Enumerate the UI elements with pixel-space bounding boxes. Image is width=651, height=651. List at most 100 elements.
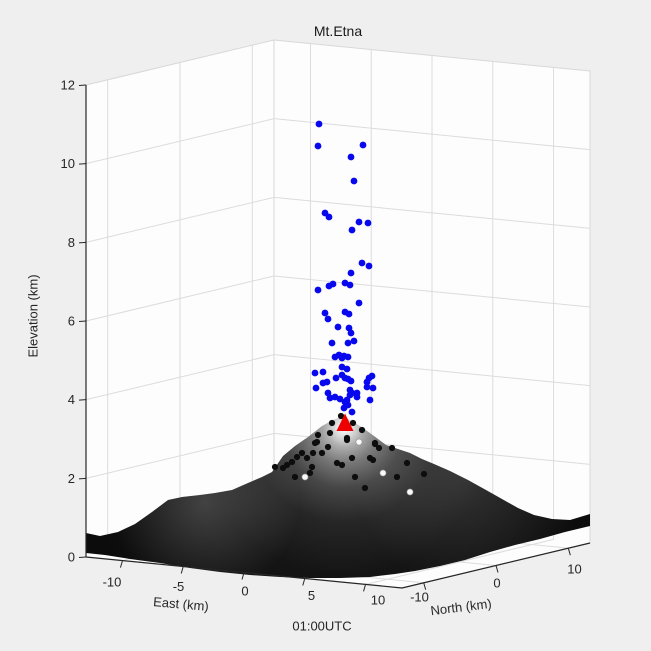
data-point	[371, 440, 379, 448]
north-tick-label: -10	[410, 590, 429, 605]
data-point	[346, 391, 354, 399]
data-point	[325, 213, 333, 221]
data-point	[347, 269, 355, 277]
ash-plume-points	[311, 120, 377, 416]
data-point	[343, 365, 351, 373]
elevation-tick-label: 10	[61, 156, 75, 171]
data-point	[346, 281, 354, 289]
data-point	[301, 473, 309, 481]
data-point	[363, 378, 371, 386]
data-point	[315, 120, 323, 128]
data-point	[314, 431, 322, 439]
time-annotation: 01:00UTC	[292, 618, 352, 634]
data-point	[345, 310, 353, 318]
data-point	[368, 372, 376, 380]
data-point	[379, 469, 387, 477]
data-point	[369, 384, 377, 392]
data-point	[388, 444, 396, 452]
data-point	[361, 484, 369, 492]
plot-title: Mt.Etna	[313, 23, 363, 39]
data-point	[344, 339, 352, 347]
north-tick-label: 10	[567, 562, 581, 577]
data-point	[338, 461, 346, 469]
data-point	[325, 282, 333, 290]
data-point	[403, 459, 411, 467]
data-point	[331, 353, 339, 361]
data-point	[340, 404, 348, 412]
data-point	[347, 377, 355, 385]
east-tick-label: 0	[241, 584, 248, 599]
data-point	[355, 218, 363, 226]
data-point	[332, 374, 340, 382]
data-point	[393, 473, 401, 481]
data-point	[309, 449, 317, 457]
data-point	[271, 463, 279, 471]
data-point	[321, 309, 329, 317]
data-point	[319, 379, 327, 387]
data-point	[366, 396, 374, 404]
data-point	[303, 454, 311, 462]
data-point	[375, 444, 383, 452]
data-point	[314, 286, 322, 294]
data-point	[319, 368, 327, 376]
data-point	[326, 429, 334, 437]
elevation-tick-label: 6	[68, 314, 75, 329]
east-tick-label: -5	[173, 579, 185, 594]
data-point	[318, 449, 326, 457]
data-point	[350, 177, 358, 185]
ground-particles-light-points	[301, 438, 414, 496]
data-point	[344, 353, 352, 361]
elevation-tick-label: 0	[68, 550, 75, 565]
data-point	[306, 469, 314, 477]
data-point	[324, 443, 332, 451]
data-point	[348, 454, 356, 462]
north-tick-label: 0	[493, 576, 500, 591]
data-point	[365, 262, 373, 270]
data-point	[347, 153, 355, 161]
data-point	[369, 456, 377, 464]
data-point	[293, 453, 301, 461]
data-point	[336, 395, 344, 403]
elevation-axis-label: Elevation (km)	[25, 274, 41, 358]
elevation-tick-label: 2	[68, 471, 75, 486]
data-point	[359, 141, 367, 149]
data-point	[406, 488, 414, 496]
data-point	[311, 369, 319, 377]
ground-particles-dark-points	[271, 412, 428, 492]
terrain-surface	[86, 416, 590, 578]
elevation-tick-label: 12	[61, 78, 75, 93]
data-point	[314, 142, 322, 150]
data-point	[328, 339, 336, 347]
data-point	[355, 299, 363, 307]
data-point	[312, 384, 320, 392]
data-point	[347, 329, 355, 337]
data-point	[333, 459, 341, 467]
data-point	[355, 438, 363, 446]
vent-marker	[336, 413, 354, 431]
data-point	[351, 473, 359, 481]
data-point	[324, 315, 332, 323]
data-point	[308, 463, 316, 471]
east-tick-label: 5	[308, 588, 315, 603]
data-point	[288, 458, 296, 466]
data-point	[358, 259, 366, 267]
data-point	[364, 219, 372, 227]
data-point	[363, 383, 371, 391]
data-point	[420, 470, 428, 478]
data-point	[350, 337, 358, 345]
elevation-tick-label: 4	[68, 392, 75, 407]
vent-points	[336, 413, 354, 431]
data-point	[358, 426, 366, 434]
data-point	[334, 323, 342, 331]
data-point	[298, 449, 306, 457]
east-tick-label: 10	[371, 593, 385, 608]
data-point	[348, 408, 356, 416]
data-point	[349, 419, 357, 427]
data-point	[337, 412, 345, 420]
tick-labels: 0 2 4 6 8 10 12 -10 -5 0 5 10 -10 0 10	[61, 78, 582, 608]
data-point	[338, 354, 346, 362]
data-point	[343, 436, 351, 444]
data-point	[279, 464, 287, 472]
data-point	[348, 226, 356, 234]
